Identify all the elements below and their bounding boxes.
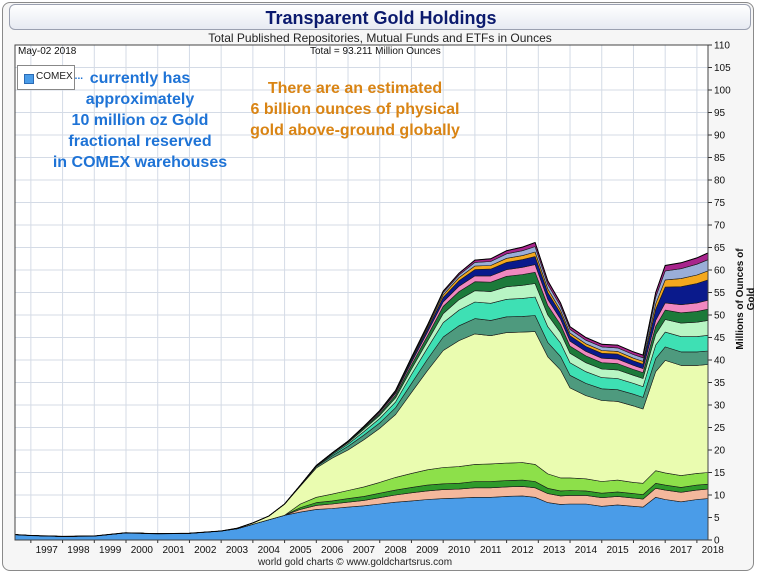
y-tick-label: 50 (714, 311, 726, 322)
x-tick-label: 2006 (321, 545, 344, 556)
y-tick-label: 70 (714, 221, 726, 232)
y-tick-label: 10 (714, 491, 726, 502)
x-tick-label: 2013 (543, 545, 566, 556)
date-label: May-02 2018 (18, 46, 77, 57)
y-tick-label: 25 (714, 423, 726, 434)
y-tick-label: 65 (714, 243, 726, 254)
y-tick-label: 75 (714, 198, 726, 209)
annotation-line: in COMEX warehouses (52, 154, 228, 171)
annotation-line: currently has (89, 70, 191, 87)
y-tick-label: 60 (714, 266, 726, 277)
annotation-line: 10 million oz Gold (71, 112, 209, 129)
x-tick-label: 2014 (575, 545, 598, 556)
annotation-line: 6 billion ounces of physical (250, 101, 460, 118)
y-tick-label: 40 (714, 356, 726, 367)
chart-title: Transparent Gold Holdings (265, 8, 497, 28)
annotation-line: approximately (85, 91, 195, 108)
y-tick-label: 45 (714, 333, 726, 344)
plot-border (14, 44, 709, 541)
x-tick-label: 2010 (448, 545, 471, 556)
legend-swatch-comex (24, 74, 34, 84)
annotation-line: fractional reserved (68, 133, 212, 150)
y-tick-label: 20 (714, 446, 726, 457)
x-tick-label: 2015 (606, 545, 629, 556)
y-tick-label: 0 (714, 536, 720, 547)
y-tick-label: 95 (714, 108, 726, 119)
title-bar: Transparent Gold Holdings (9, 4, 751, 30)
y-tick-label: 55 (714, 288, 726, 299)
x-tick-label: 2005 (289, 545, 312, 556)
chart-subtitle: Total Published Repositories, Mutual Fun… (208, 31, 552, 45)
annotation-global-gold: There are an estimated 6 billion ounces … (230, 78, 480, 141)
x-tick-label: 2018 (702, 545, 725, 556)
legend-label-comex: COMEX... (36, 71, 84, 82)
y-tick-label: 5 (714, 513, 720, 524)
y-tick-label: 80 (714, 176, 726, 187)
x-tick-label: 2000 (131, 545, 154, 556)
x-tick-label: 2016 (638, 545, 661, 556)
y-tick-label: 30 (714, 401, 726, 412)
annotation-line: There are an estimated (267, 80, 443, 97)
x-tick-label: 2009 (416, 545, 439, 556)
x-tick-label: 2003 (226, 545, 249, 556)
y-tick-label: 35 (714, 378, 726, 389)
y-tick-label: 100 (714, 86, 731, 97)
x-tick-label: 2002 (194, 545, 217, 556)
x-tick-label: 2004 (258, 545, 281, 556)
x-tick-label: 2008 (384, 545, 407, 556)
legend: COMEX... (17, 65, 83, 90)
x-tick-label: 1997 (36, 545, 59, 556)
annotation-comex-note: currently has approximately 10 million o… (30, 68, 250, 173)
x-tick-label: 2017 (670, 545, 693, 556)
y-tick-label: 105 (714, 63, 731, 74)
annotation-line: gold above-ground globally (250, 122, 460, 139)
x-tick-label: 1999 (99, 545, 122, 556)
x-tick-label: 2001 (162, 545, 185, 556)
y-tick-label: 15 (714, 468, 726, 479)
total-label: Total = 93.211 Million Ounces (310, 46, 441, 57)
y-tick-label: 90 (714, 131, 726, 142)
x-tick-label: 1998 (67, 545, 90, 556)
y-tick-label: 110 (714, 41, 730, 52)
x-tick-label: 2012 (511, 545, 534, 556)
x-tick-label: 2007 (353, 545, 376, 556)
y-tick-label: 85 (714, 153, 726, 164)
footer-credit: world gold charts © www.goldchartsrus.co… (257, 557, 453, 568)
x-tick-label: 2011 (480, 545, 502, 556)
y-axis-label: Millions of Ounces of Gold (735, 248, 757, 350)
total-outline (14, 241, 709, 537)
